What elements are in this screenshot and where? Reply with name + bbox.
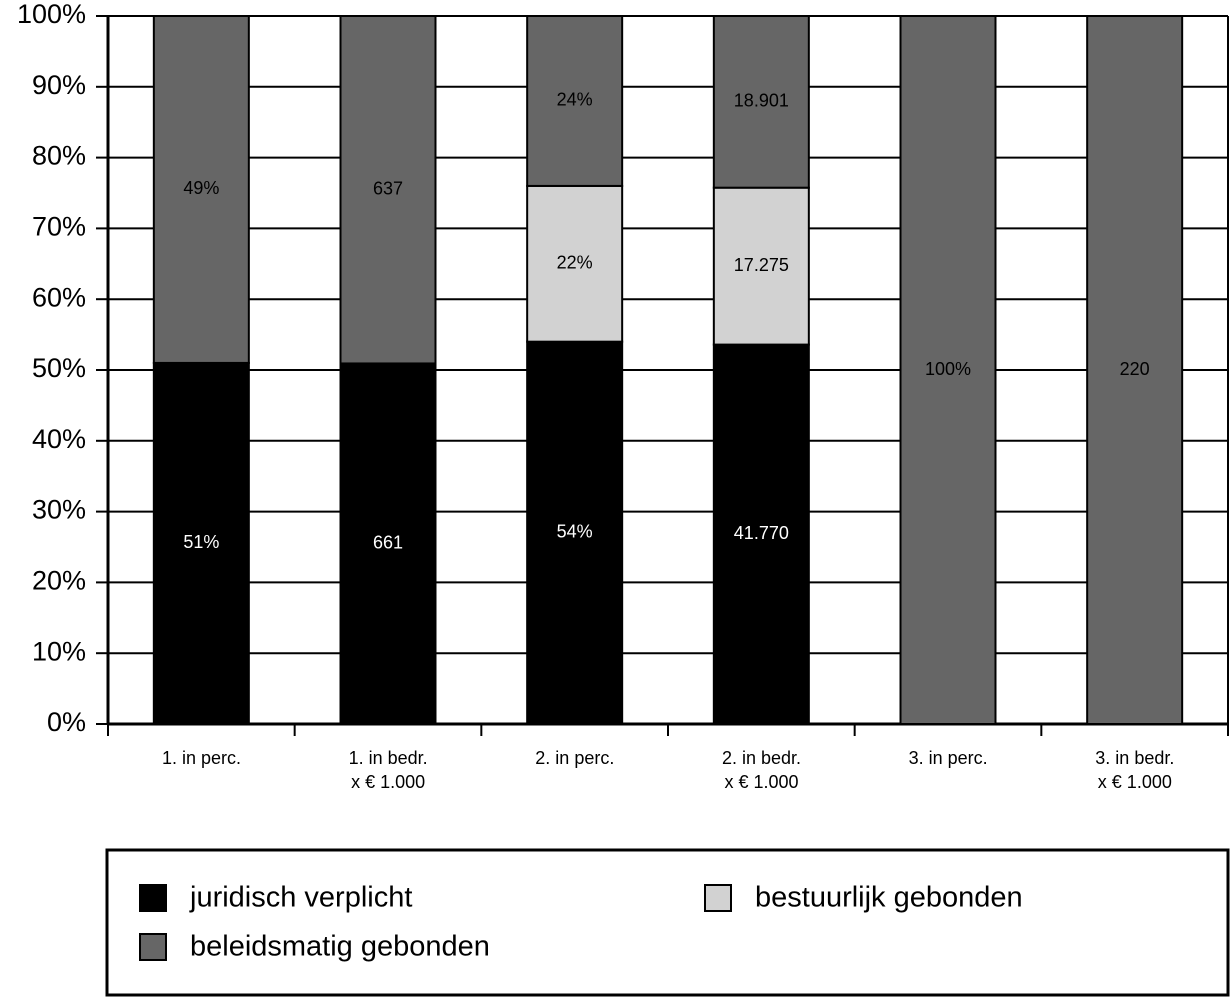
legend-label: bestuurlijk gebonden: [755, 882, 1023, 914]
y-tick-label: 90%: [32, 70, 86, 100]
y-tick-label: 100%: [17, 0, 86, 29]
legend-swatch: [704, 884, 732, 912]
bar-segment: [526, 340, 624, 725]
bar-segment: [526, 15, 624, 187]
data-label: 17.275: [734, 255, 789, 275]
x-tick-label: 1. in bedr. x € 1.000: [348, 748, 428, 792]
legend-swatch: [139, 933, 167, 961]
data-label: 637: [373, 178, 403, 198]
data-label: 22%: [557, 253, 593, 273]
x-tick-label: 3. in perc.: [908, 748, 988, 768]
bar-segment: [152, 361, 250, 725]
data-label: 51%: [183, 532, 219, 552]
data-label: 661: [373, 532, 403, 552]
x-tick-label: 2. in bedr. x € 1.000: [721, 748, 802, 792]
y-tick-label: 20%: [32, 566, 86, 596]
bar-segment: [712, 186, 810, 346]
bar-segment: [339, 15, 437, 365]
y-tick-label: 50%: [32, 353, 86, 383]
x-tick-label: 1. in perc.: [161, 748, 242, 768]
bar-segment: [152, 15, 250, 364]
y-tick-label: 80%: [32, 141, 86, 171]
x-tick-label: 3. in bedr. x € 1.000: [1095, 748, 1175, 792]
bar-segment: [712, 15, 810, 189]
y-tick-label: 10%: [32, 636, 86, 666]
legend-box: [105, 848, 1230, 997]
legend-label: juridisch verplicht: [189, 882, 412, 914]
y-tick-label: 30%: [32, 495, 86, 525]
bar-segment: [899, 15, 997, 725]
data-label: 41.770: [734, 523, 789, 543]
y-tick-label: 60%: [32, 282, 86, 312]
bar-segment: [712, 343, 810, 725]
x-tick-label: 2. in perc.: [535, 748, 615, 768]
data-label: 49%: [183, 178, 219, 198]
y-tick-label: 0%: [47, 707, 86, 737]
legend-label: beleidsmatig gebonden: [190, 931, 490, 963]
data-label: 24%: [557, 90, 593, 110]
y-tick-label: 40%: [32, 424, 86, 454]
legend-swatch: [139, 884, 167, 912]
data-label: 18.901: [734, 91, 789, 111]
y-tick-label: 70%: [32, 212, 86, 242]
data-label: 220: [1120, 359, 1150, 379]
bar-segment: [339, 362, 437, 725]
data-label: 100%: [925, 359, 971, 379]
data-label: 54%: [557, 522, 593, 542]
bar-segment: [526, 184, 624, 343]
bar-segment: [1086, 15, 1184, 725]
